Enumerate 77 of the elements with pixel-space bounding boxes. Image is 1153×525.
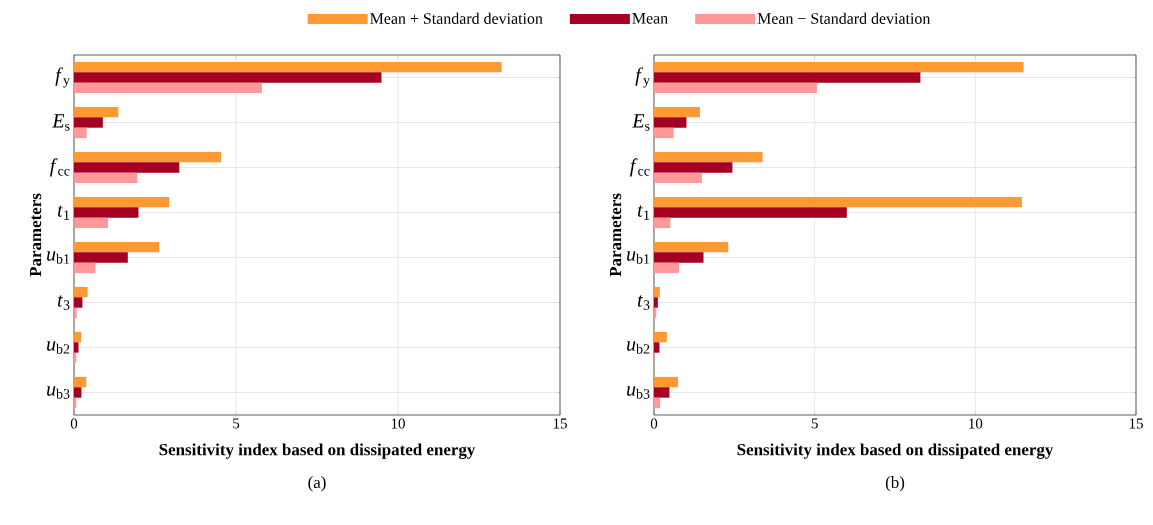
legend-label: Mean + Standard deviation <box>370 12 543 24</box>
bar <box>654 397 661 409</box>
y-tick-label: u$_{b3}$ <box>47 386 70 399</box>
x-axis-title: Sensitivity index based on dissipated energy <box>737 443 1054 459</box>
bar <box>74 252 128 263</box>
bar <box>654 172 702 184</box>
y-tick-label: f$_{cc}$ <box>50 158 70 177</box>
legend-label: Mean <box>632 13 668 24</box>
x-tick-label: 10 <box>969 418 983 429</box>
bar <box>74 207 139 218</box>
y-tick-label: t$_{3}$ <box>637 295 650 310</box>
bar <box>654 117 687 128</box>
bar <box>654 151 763 163</box>
bar <box>74 241 160 253</box>
bar <box>74 61 502 73</box>
y-tick-label: u$_{b1}$ <box>627 251 650 264</box>
bar <box>654 162 733 173</box>
y-tick-label: t$_{1}$ <box>637 205 650 220</box>
bar <box>654 106 700 118</box>
bar <box>74 106 119 118</box>
y-tick-label: f$_{y}$ <box>55 67 70 88</box>
bar <box>74 196 170 208</box>
bar <box>654 342 660 353</box>
bar <box>74 342 79 353</box>
bar <box>654 217 671 229</box>
y-axis-title: Parameters <box>609 193 622 277</box>
x-tick-label: 0 <box>70 418 78 429</box>
bar <box>74 297 83 308</box>
bar <box>74 117 103 128</box>
bar <box>74 151 222 163</box>
x-tick-label: 0 <box>650 418 658 429</box>
bar <box>654 127 674 139</box>
bar <box>74 217 109 229</box>
bar <box>74 376 87 388</box>
bar <box>74 162 180 173</box>
bar <box>654 252 704 263</box>
x-tick-label: 15 <box>1129 418 1143 429</box>
bar <box>74 262 96 274</box>
y-tick-label: u$_{b2}$ <box>627 341 650 354</box>
bar <box>654 387 670 398</box>
y-tick-label: u$_{b2}$ <box>47 341 70 354</box>
bar <box>654 286 660 298</box>
text: (a) <box>308 476 326 492</box>
x-tick-label: 10 <box>391 418 405 429</box>
y-tick-label: E$_{s}$ <box>52 114 70 131</box>
y-tick-label: f$_{cc}$ <box>630 158 650 177</box>
bar <box>654 196 1022 208</box>
bar <box>74 286 88 298</box>
y-tick-label: E$_{s}$ <box>632 114 650 131</box>
x-tick-label: 15 <box>553 418 567 429</box>
y-tick-label: u$_{b3}$ <box>627 386 650 399</box>
bar <box>654 72 921 83</box>
bar <box>74 387 82 398</box>
bar <box>74 307 77 319</box>
bar <box>654 376 679 388</box>
bar <box>654 82 817 94</box>
text: (b) <box>885 476 905 492</box>
bar <box>74 331 82 343</box>
y-tick-label: t$_{3}$ <box>57 295 70 310</box>
bar <box>654 262 680 274</box>
y-tick-label: f$_{y}$ <box>635 67 650 88</box>
bar <box>654 297 658 308</box>
bar <box>74 82 262 94</box>
x-tick-label: 5 <box>811 418 818 429</box>
x-tick-label: 5 <box>233 418 240 429</box>
bar <box>74 72 382 83</box>
legend-label: Mean − Standard deviation <box>757 12 931 24</box>
bar <box>654 207 847 218</box>
x-axis-title: Sensitivity index based on dissipated energy <box>159 443 476 459</box>
y-tick-label: t$_{1}$ <box>57 205 70 220</box>
bar <box>74 127 87 139</box>
bar <box>654 61 1024 73</box>
bar <box>654 331 667 343</box>
bar <box>654 241 729 253</box>
bar <box>74 172 138 184</box>
y-axis-title: Parameters <box>29 193 42 277</box>
y-tick-label: u$_{b1}$ <box>47 251 70 264</box>
